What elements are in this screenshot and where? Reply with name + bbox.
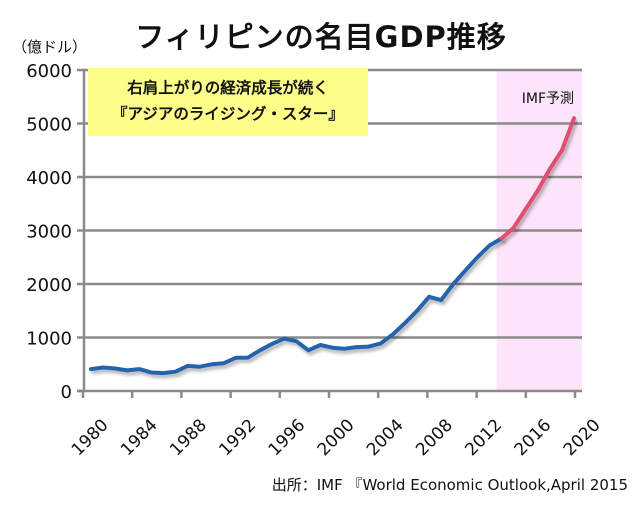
x-tick-label: 2008: [412, 415, 457, 460]
x-tick-label: 2016: [511, 415, 556, 460]
y-tick-label: 3000: [26, 222, 72, 243]
forecast-series-line: [499, 116, 576, 241]
x-tick-label: 1992: [215, 415, 260, 460]
forecast-label: IMF予測: [522, 91, 574, 107]
y-tick-label: 2000: [26, 275, 72, 296]
annotation-callout: 右肩上がりの経済成長が続く 『アジアのライジング・スター』: [88, 68, 368, 136]
y-tick-label: 6000: [26, 61, 72, 82]
x-tick-label: 1996: [265, 415, 310, 460]
y-tick-label: 0: [61, 382, 72, 403]
y-axis-unit: （億ドル）: [12, 38, 88, 56]
source-note: 出所：IMF 『World Economic Outlook,April 201…: [271, 476, 628, 494]
y-tick-label: 4000: [26, 168, 72, 189]
x-tick-label: 2012: [461, 415, 506, 460]
y-tick-label: 1000: [26, 329, 72, 350]
x-tick-label: 2004: [363, 415, 408, 460]
chart-title: フィリピンの名目GDP推移: [135, 20, 507, 54]
y-tick-label: 5000: [26, 115, 72, 136]
annotation-line-1: 右肩上がりの経済成長が続く: [127, 79, 329, 97]
annotation-line-2: 『アジアのライジング・スター』: [112, 105, 344, 123]
actual-series-line: [89, 236, 504, 376]
x-tick-label: 1984: [117, 415, 162, 460]
x-tick-label: 2020: [560, 415, 605, 460]
x-tick-label: 1980: [68, 415, 113, 460]
x-tick-label: 1988: [166, 415, 211, 460]
x-tick-label: 2000: [314, 415, 359, 460]
